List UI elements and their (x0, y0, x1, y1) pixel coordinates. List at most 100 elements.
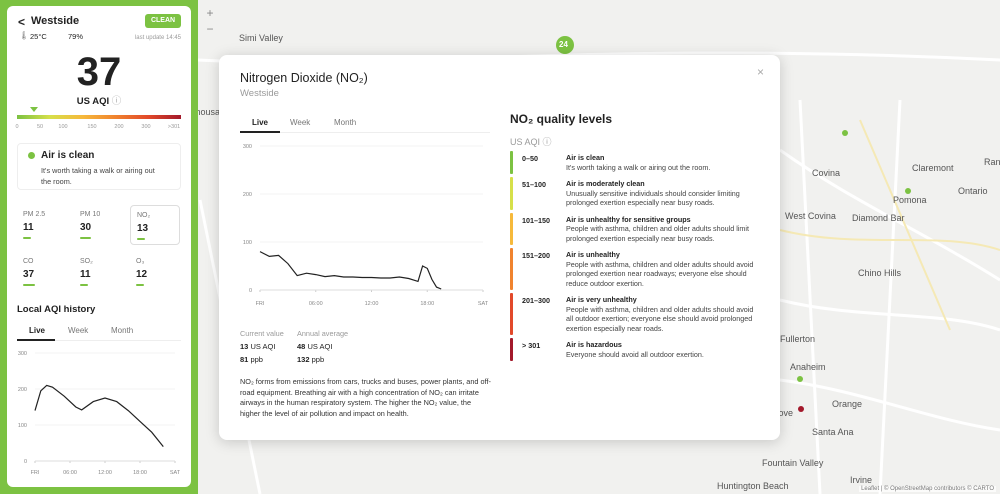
tab[interactable]: Week (68, 326, 89, 335)
y-tick-label: 0 (24, 459, 27, 465)
level-text: Unusually sensitive individuals should c… (566, 188, 740, 208)
y-tick-label: 300 (243, 144, 252, 150)
highways (779, 119, 1000, 331)
close-button[interactable]: × (757, 65, 765, 79)
aqi-marker (30, 107, 39, 112)
pollutant-value: 37 (23, 269, 35, 280)
pollutant[interactable]: NO₂ 13 (130, 205, 180, 245)
map-label: Huntington Beach (717, 481, 789, 491)
map-label: Rancho (984, 157, 1000, 167)
level: > 301 Air is hazardous Everyone should avo… (510, 338, 765, 361)
level-title: Air is unhealthy (566, 250, 620, 259)
scale-label: 150 (87, 124, 97, 130)
stat-unit: US AQI (250, 342, 276, 351)
stations (797, 130, 911, 382)
tab[interactable]: Week (290, 118, 311, 127)
level-range: 201–300 (522, 296, 550, 305)
levels-unit: US AQI (510, 137, 541, 147)
map-label: Irvine (850, 475, 873, 485)
temp-icon: 🌡 (19, 31, 30, 40)
location: Westside (31, 15, 80, 27)
pollutant-name: NO₂ (137, 212, 151, 219)
x-tick-label: SAT (170, 470, 181, 476)
pollutant[interactable]: SO₂ 11 (74, 252, 124, 292)
last-update: last update 14:45 (134, 35, 181, 41)
description: NO₂ forms from emissions from cars, truc… (240, 377, 491, 418)
stat-label: Annual average (297, 329, 349, 338)
level-range: 151–200 (522, 251, 550, 260)
level-title: Air is hazardous (566, 340, 622, 349)
pollutant[interactable]: CO 37 (17, 252, 67, 292)
stat-value: 81 (240, 355, 249, 364)
pollutant-name: PM 2.5 (23, 211, 46, 218)
tab[interactable]: Month (111, 326, 134, 335)
scale-label: 50 (36, 124, 44, 130)
station-marker[interactable] (556, 36, 574, 54)
pollutant-name: CO (23, 258, 34, 265)
pollutant[interactable]: PM 2.5 11 (17, 205, 67, 245)
tab-underline (17, 339, 55, 341)
level-title: Air is moderately clean (566, 179, 645, 188)
y-tick-label: 300 (18, 351, 27, 357)
map-label: Fullerton (780, 334, 816, 344)
tab[interactable]: Live (252, 118, 269, 127)
map-label: Chino Hills (858, 268, 902, 278)
stat-value: 48 (297, 342, 306, 351)
scale-label: 0 (15, 124, 19, 130)
pollutant-bar (80, 237, 91, 239)
map-label: Fountain Valley (762, 458, 824, 468)
zoom-in[interactable]: + (206, 6, 214, 20)
tab-line (240, 132, 490, 133)
x-tick-label: 12:00 (98, 470, 112, 476)
marker-label: 24 (559, 40, 568, 49)
map-label: Simi Valley (239, 33, 283, 43)
level-bar (510, 338, 513, 361)
y-tick-label: 200 (18, 387, 27, 393)
scale-label: 200 (114, 124, 124, 130)
pollutant-value: 12 (136, 269, 148, 280)
map-label: Covina (812, 168, 841, 178)
no2-chart: 0 100 200 300 FRI 06:00 12:00 18:00 SAT (243, 144, 489, 307)
pollutant-value: 30 (80, 222, 92, 233)
level-text: It's worth taking a walk or airing out t… (566, 162, 711, 172)
x-tick-label: 18:00 (420, 301, 434, 307)
pollutant-value: 11 (23, 222, 34, 233)
pollutant-name: O₃ (136, 258, 145, 265)
x-tick-label: 06:00 (63, 470, 77, 476)
history-title: Local AQI history (17, 304, 96, 315)
status-title: Air is clean (41, 150, 95, 161)
pollutant-name: SO₂ (80, 258, 93, 265)
tab[interactable]: Live (29, 326, 46, 335)
back-button[interactable]: < (18, 15, 26, 29)
line (259, 251, 442, 290)
line (34, 384, 164, 447)
temperature: 25°C (30, 32, 47, 41)
level: 0–50 Air is clean It's worth taking a walk… (510, 151, 765, 174)
pollutant[interactable]: O₃ 12 (130, 252, 180, 292)
humidity: 79% (68, 32, 84, 41)
tab[interactable]: Month (334, 118, 357, 127)
station (798, 406, 804, 412)
aqi-unit-text: US AQI (76, 96, 110, 107)
level-bar (510, 177, 513, 210)
zoom-out[interactable]: − (206, 22, 214, 36)
map-label: Orange (832, 399, 863, 409)
level-text: People with asthma, children and older a… (566, 224, 749, 243)
level-text: Everyone should avoid all outdoor exerti… (566, 349, 704, 359)
pollutant-bar (23, 284, 35, 286)
status-text: It's worth taking a walk or airing out t… (41, 166, 155, 186)
level-range: 0–50 (522, 154, 538, 163)
pollutant[interactable]: PM 10 30 (74, 205, 124, 245)
scale-label: 100 (58, 124, 68, 130)
level-range: 101–150 (522, 215, 550, 225)
stat-unit: ppb (311, 355, 325, 364)
pollutant-bar (136, 284, 144, 286)
level-bar (510, 212, 513, 245)
modal: Nitrogen Dioxide (NO₂) Westside × Live W… (219, 55, 780, 440)
level-title: Air is unhealthy for sensitive groups (566, 214, 691, 224)
level: 201–300 Air is very unhealthy People with … (510, 293, 765, 335)
aqi: 37 (76, 50, 122, 94)
level-range: 51–100 (522, 180, 546, 189)
y-tick-label: 200 (243, 192, 252, 198)
